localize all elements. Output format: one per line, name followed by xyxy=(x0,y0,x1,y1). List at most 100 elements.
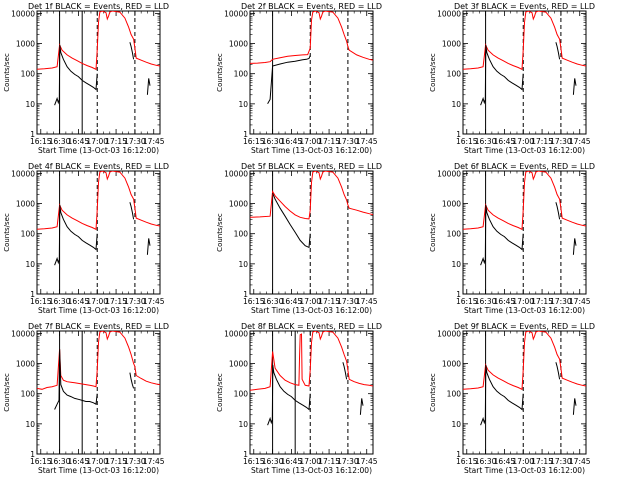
panel-det-3: Det 3f BLACK = Events, RED = LLD 1 10 100 10… xyxy=(429,2,595,155)
x-tick-label: 16:30 xyxy=(475,457,497,466)
y-tick-label: 10000 xyxy=(11,329,35,338)
panel-title: Det 7f BLACK = Events, RED = LLD xyxy=(28,322,169,331)
series-events-line xyxy=(480,42,577,106)
series-events-line xyxy=(54,42,151,106)
y-tick-label: 1 xyxy=(456,450,461,459)
x-tick-label: 17:45 xyxy=(143,297,165,306)
panel-det-7: Det 7f BLACK = Events, RED = LLD 1 10 100 10… xyxy=(3,322,169,475)
y-tick-label: 10 xyxy=(238,100,248,109)
x-axis-label: Start Time (13-Oct-03 16:12:00) xyxy=(38,466,159,475)
x-tick-label: 16:45 xyxy=(68,297,90,306)
y-tick-label: 1 xyxy=(243,130,248,139)
panel-title: Det 5f BLACK = Events, RED = LLD xyxy=(241,162,382,171)
x-axis-label: Start Time (13-Oct-03 16:12:00) xyxy=(251,466,372,475)
x-tick-label: 16:30 xyxy=(49,137,71,146)
y-axis-label: Counts/sec xyxy=(3,53,11,92)
y-tick-label: 10 xyxy=(238,260,248,269)
x-tick-label: 17:30 xyxy=(124,297,146,306)
x-tick-label: 17:30 xyxy=(550,457,572,466)
y-tick-label: 1000 xyxy=(442,40,461,49)
plot-frame xyxy=(462,170,587,295)
plot-frame xyxy=(462,10,587,135)
x-tick-label: 16:30 xyxy=(475,137,497,146)
x-tick-label: 16:15 xyxy=(243,137,265,146)
x-tick-label: 16:15 xyxy=(30,297,52,306)
y-tick-label: 10000 xyxy=(437,329,461,338)
x-tick-label: 17:00 xyxy=(299,297,321,306)
x-axis-label: Start Time (13-Oct-03 16:12:00) xyxy=(251,306,372,315)
y-tick-label: 1000 xyxy=(16,40,35,49)
x-tick-label: 17:30 xyxy=(337,137,359,146)
y-tick-label: 10 xyxy=(25,100,35,109)
y-axis-label: Counts/sec xyxy=(216,53,224,92)
y-axis-label: Counts/sec xyxy=(3,213,11,252)
x-tick-label: 16:15 xyxy=(30,457,52,466)
x-tick-label: 16:30 xyxy=(49,297,71,306)
panel-det-8: Det 8f BLACK = Events, RED = LLD 1 10 100 10… xyxy=(216,322,382,475)
panel-det-6: Det 6f BLACK = Events, RED = LLD 1 10 100 10… xyxy=(429,162,595,315)
y-axis-label: Counts/sec xyxy=(429,213,437,252)
y-axis-label: Counts/sec xyxy=(216,213,224,252)
y-tick-label: 1000 xyxy=(229,360,248,369)
x-tick-label: 17:00 xyxy=(299,137,321,146)
x-tick-label: 17:45 xyxy=(356,457,378,466)
plot-frame xyxy=(462,330,587,455)
x-tick-label: 17:00 xyxy=(512,297,534,306)
panel-det-4: Det 4f BLACK = Events, RED = LLD 1 10 100 10… xyxy=(3,162,169,315)
y-tick-label: 10 xyxy=(238,420,248,429)
x-tick-label: 17:30 xyxy=(124,137,146,146)
panel-det-9: Det 9f BLACK = Events, RED = LLD 1 10 100 10… xyxy=(429,322,595,475)
x-tick-label: 16:45 xyxy=(494,137,516,146)
x-tick-label: 17:00 xyxy=(86,457,108,466)
x-tick-label: 16:15 xyxy=(456,297,478,306)
x-tick-label: 16:30 xyxy=(262,457,284,466)
y-tick-label: 10000 xyxy=(11,9,35,18)
plot-frame xyxy=(249,170,374,295)
y-tick-label: 1000 xyxy=(442,200,461,209)
y-tick-label: 100 xyxy=(447,70,462,79)
plot-frame xyxy=(36,170,161,295)
x-tick-label: 17:30 xyxy=(337,457,359,466)
y-tick-label: 10 xyxy=(451,420,461,429)
x-tick-label: 16:15 xyxy=(456,457,478,466)
y-tick-label: 1000 xyxy=(442,360,461,369)
x-tick-label: 17:15 xyxy=(318,457,340,466)
y-axis-label: Counts/sec xyxy=(429,373,437,412)
panel-det-1: Det 1f BLACK = Events, RED = LLD 1 10 100 10… xyxy=(3,2,169,155)
y-tick-label: 100 xyxy=(447,230,462,239)
x-axis-label: Start Time (13-Oct-03 16:12:00) xyxy=(464,306,585,315)
x-tick-label: 17:15 xyxy=(105,457,127,466)
series-lld-line xyxy=(463,11,586,71)
y-tick-label: 100 xyxy=(234,70,249,79)
x-tick-label: 16:45 xyxy=(494,457,516,466)
y-tick-label: 10 xyxy=(25,420,35,429)
series-events-line xyxy=(273,173,330,247)
series-lld-line xyxy=(37,11,160,71)
x-tick-label: 17:30 xyxy=(550,137,572,146)
x-tick-label: 16:30 xyxy=(262,297,284,306)
y-tick-label: 10000 xyxy=(11,169,35,178)
x-tick-label: 17:15 xyxy=(318,137,340,146)
y-tick-label: 10000 xyxy=(437,169,461,178)
y-tick-label: 1 xyxy=(30,130,35,139)
series-events-line xyxy=(54,202,151,266)
series-events-line xyxy=(480,202,577,266)
y-tick-label: 100 xyxy=(21,230,36,239)
panel-title: Det 3f BLACK = Events, RED = LLD xyxy=(454,2,595,11)
y-axis-label: Counts/sec xyxy=(3,373,11,412)
panel-title: Det 2f BLACK = Events, RED = LLD xyxy=(241,2,382,11)
x-tick-label: 17:00 xyxy=(86,297,108,306)
series-lld-line xyxy=(250,171,373,220)
plot-frame xyxy=(249,330,374,455)
series-events-line xyxy=(54,349,135,410)
x-axis-label: Start Time (13-Oct-03 16:12:00) xyxy=(38,146,159,155)
y-tick-label: 10 xyxy=(25,260,35,269)
x-tick-label: 17:45 xyxy=(356,297,378,306)
panel-title: Det 4f BLACK = Events, RED = LLD xyxy=(28,162,169,171)
x-tick-label: 16:45 xyxy=(281,137,303,146)
y-tick-label: 100 xyxy=(234,230,249,239)
series-lld-line xyxy=(250,331,373,391)
x-axis-label: Start Time (13-Oct-03 16:12:00) xyxy=(251,146,372,155)
y-tick-label: 1000 xyxy=(16,200,35,209)
